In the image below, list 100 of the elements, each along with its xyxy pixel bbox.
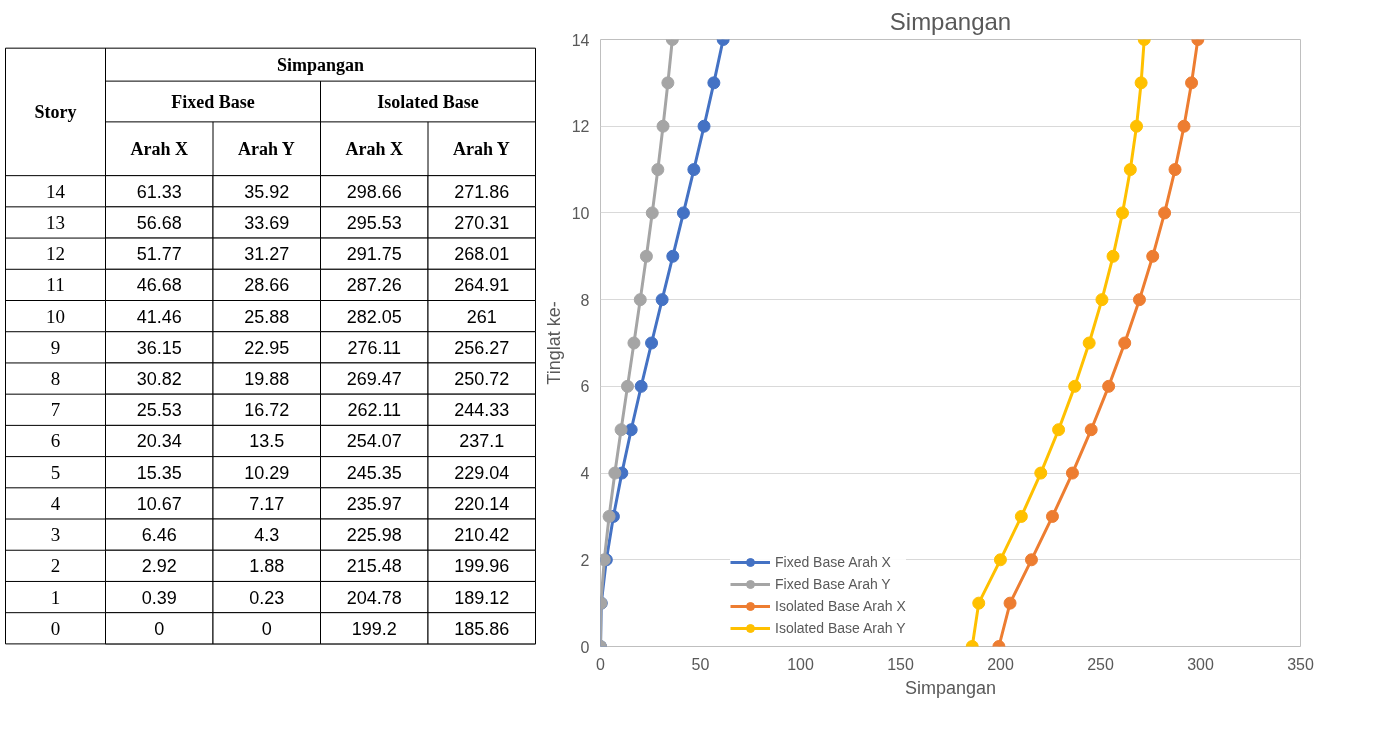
legend-label: Isolated Base Arah Y	[775, 620, 906, 636]
y-tick-label: 6	[580, 378, 590, 396]
x-tick-label: 0	[596, 655, 606, 673]
data-label: 30.82	[136, 369, 182, 390]
data-label: 1.88	[249, 556, 285, 577]
data-label: 4.3	[254, 525, 280, 546]
y-axis-title: Story	[34, 101, 77, 122]
data-label: 19.88	[244, 369, 290, 390]
data-label: 0.39	[141, 587, 177, 608]
y-tick-label: 10	[571, 204, 590, 222]
chart-title: Simpangan	[889, 7, 1012, 35]
y-tick-label: 11	[46, 274, 65, 296]
data-label: 25.88	[244, 306, 290, 327]
data-label: 41.46	[136, 306, 182, 327]
data-label: 20.34	[136, 431, 182, 452]
y-tick-label: 2	[580, 551, 590, 569]
y-tick-label: 14	[46, 180, 66, 202]
data-label: 276.11	[347, 337, 402, 358]
y-tick-label: 4	[50, 492, 61, 514]
y-tick-label: 14	[571, 31, 590, 49]
legend-label: Fixed Base Arah Y	[775, 576, 891, 592]
x-tick-label: 100	[787, 655, 814, 673]
data-label: 0	[261, 618, 272, 639]
data-label: 254.07	[346, 431, 402, 452]
y-tick-label: 12	[571, 118, 590, 136]
y-tick-label: 7	[50, 399, 61, 421]
data-label: 250.72	[454, 369, 510, 390]
data-label: 185.86	[454, 618, 510, 639]
data-label: 7.17	[249, 493, 285, 514]
x-tick-label: 250	[1087, 655, 1114, 673]
data-label: 56.68	[136, 212, 182, 233]
x-tick-label: 300	[1187, 655, 1214, 673]
data-label: 291.75	[346, 244, 402, 265]
data-label: 271.86	[454, 181, 510, 202]
legend-label: Fixed Base Arah X	[775, 554, 891, 570]
data-label: 10.29	[244, 462, 290, 483]
data-label: 13.5	[249, 431, 285, 452]
data-label: 10.67	[136, 493, 182, 514]
data-label: 0	[154, 618, 165, 639]
x-tick-label: Arah Y	[453, 138, 510, 159]
data-label: 2.92	[141, 556, 177, 577]
data-label: 61.33	[136, 181, 182, 202]
y-tick-label: 13	[46, 211, 65, 233]
data-label: 25.53	[136, 400, 182, 421]
data-label: 28.66	[244, 275, 290, 296]
y-axis-title: Tinglat ke-	[543, 301, 564, 385]
data-label: 295.53	[346, 212, 402, 233]
text: Fixed Base	[171, 91, 255, 112]
data-label: 204.78	[346, 587, 402, 608]
data-label: 16.72	[244, 400, 290, 421]
data-label: 262.11	[347, 400, 402, 421]
data-label: 245.35	[346, 462, 402, 483]
data-label: 261	[466, 306, 497, 327]
x-tick-label: Arah X	[345, 138, 403, 159]
data-label: 22.95	[244, 337, 290, 358]
y-tick-label: 8	[580, 291, 590, 309]
data-label: 282.05	[346, 306, 402, 327]
data-label: 287.26	[346, 275, 402, 296]
data-label: 0.23	[249, 587, 285, 608]
y-tick-label: 12	[46, 243, 65, 265]
data-label: 235.97	[346, 493, 402, 514]
data-label: 268.01	[454, 244, 510, 265]
x-tick-label: Arah Y	[238, 138, 295, 159]
y-tick-label: 10	[46, 305, 65, 327]
y-tick-label: 2	[50, 555, 61, 577]
text: Isolated Base	[377, 91, 479, 112]
y-tick-label: 5	[50, 461, 61, 483]
data-label: 270.31	[454, 212, 510, 233]
y-tick-label: 1	[50, 586, 61, 608]
data-label: 189.12	[454, 587, 510, 608]
data-label: 210.42	[454, 525, 510, 546]
data-label: 199.96	[454, 556, 510, 577]
x-axis-title: Simpangan	[904, 677, 997, 698]
legend-label: Isolated Base Arah X	[775, 598, 906, 614]
data-label: 6.46	[141, 525, 177, 546]
y-tick-label: 3	[50, 524, 61, 546]
chart-title: Simpangan	[276, 54, 365, 75]
y-tick-label: 0	[580, 638, 590, 656]
data-label: 256.27	[454, 337, 510, 358]
x-tick-label: 150	[887, 655, 914, 673]
y-tick-label: 9	[50, 336, 61, 358]
data-label: 35.92	[244, 181, 290, 202]
data-label: 225.98	[346, 525, 402, 546]
data-label: 237.1	[459, 431, 505, 452]
data-label: 33.69	[244, 212, 290, 233]
x-tick-label: Arah X	[130, 138, 188, 159]
data-label: 51.77	[136, 244, 182, 265]
x-tick-label: 350	[1287, 655, 1314, 673]
y-tick-label: 8	[50, 368, 61, 390]
data-label: 215.48	[346, 556, 402, 577]
data-label: 220.14	[454, 493, 510, 514]
data-label: 15.35	[136, 462, 182, 483]
data-label: 264.91	[454, 275, 510, 296]
data-label: 36.15	[136, 337, 182, 358]
x-tick-label: 50	[691, 655, 710, 673]
y-tick-label: 4	[580, 465, 590, 483]
data-label: 199.2	[351, 618, 397, 639]
x-tick-label: 200	[987, 655, 1014, 673]
data-label: 269.47	[346, 369, 402, 390]
data-label: 244.33	[454, 400, 510, 421]
